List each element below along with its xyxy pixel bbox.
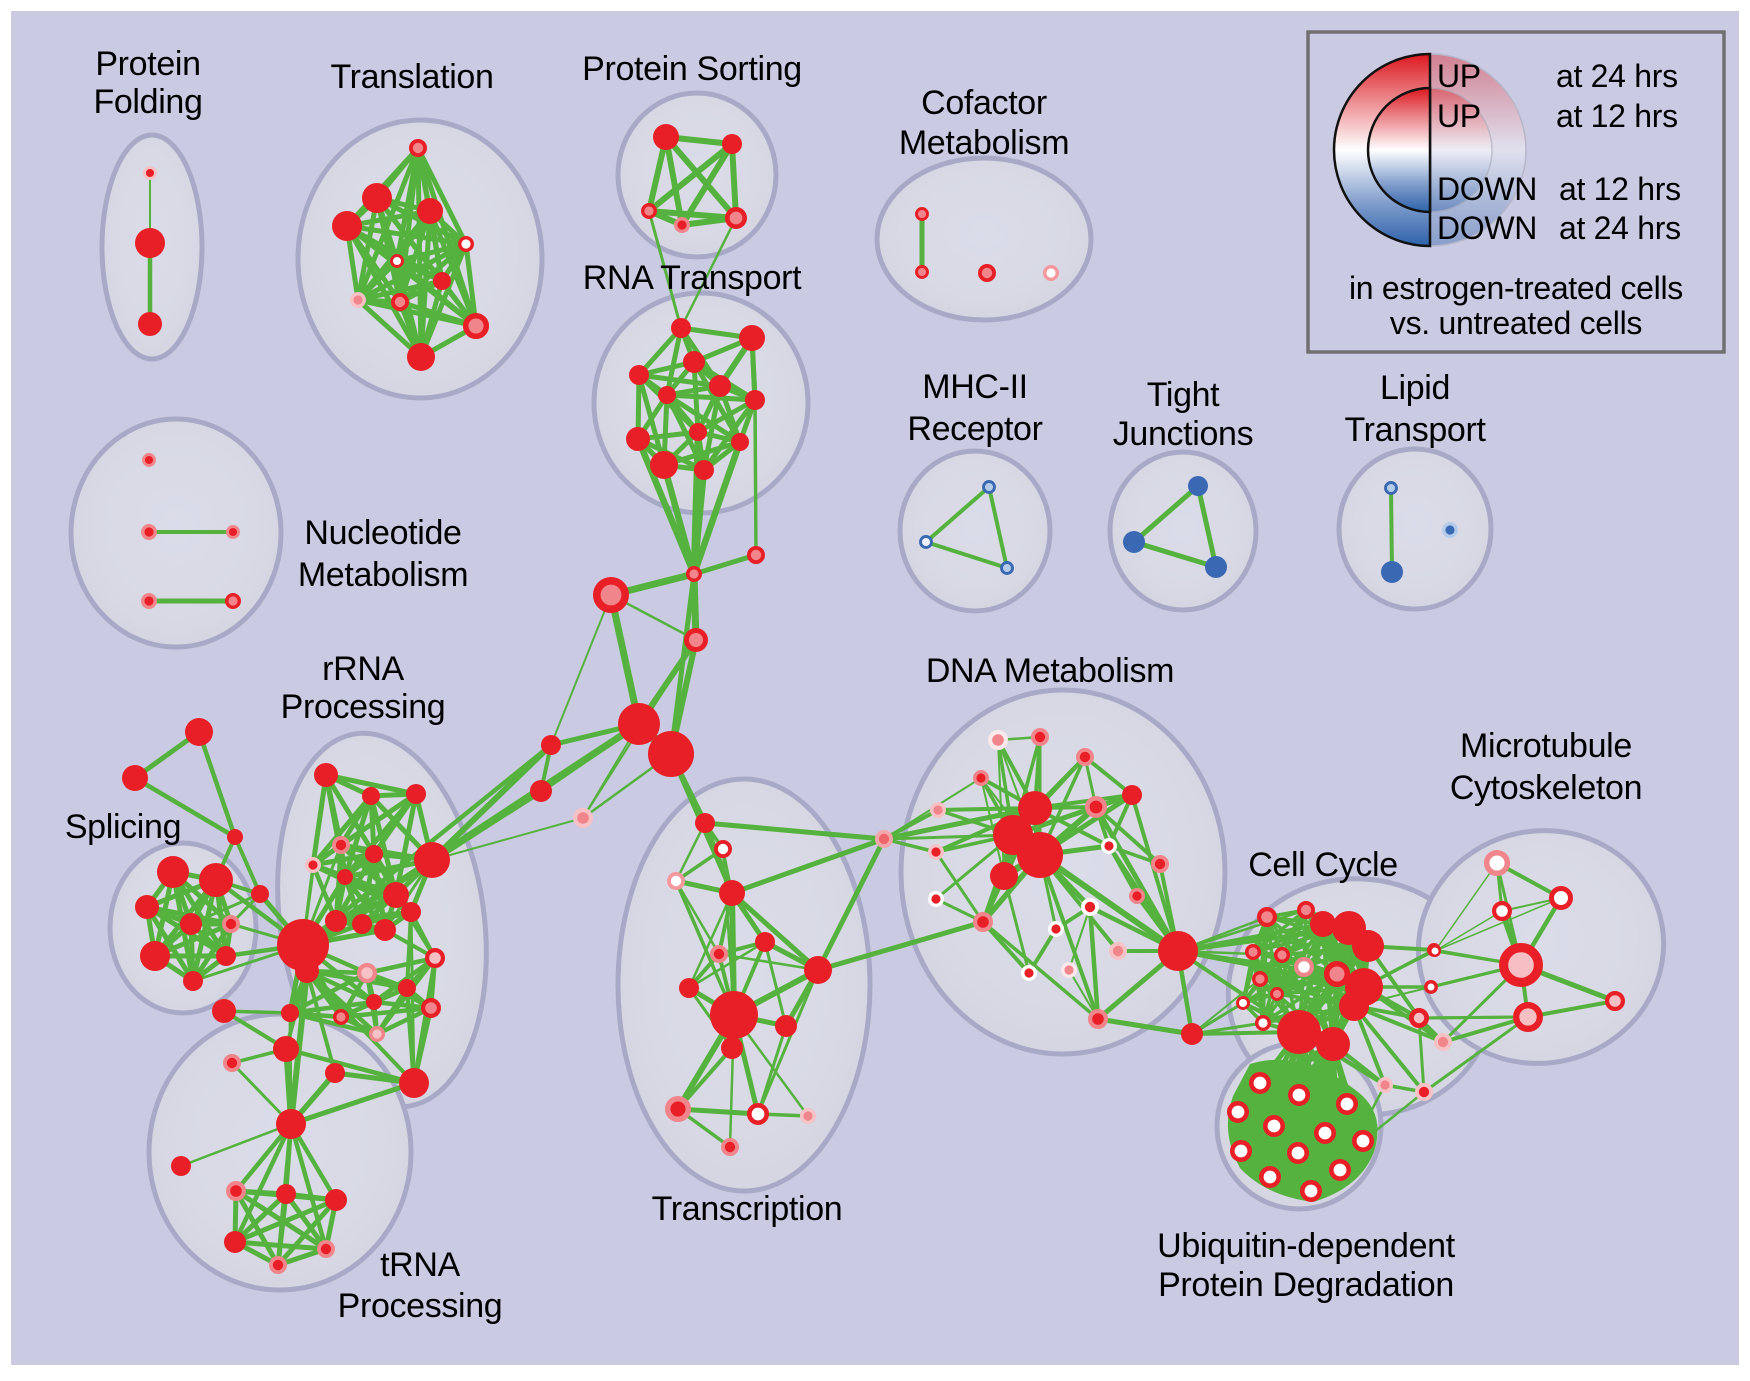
svg-text:Lipid: Lipid [1380, 369, 1450, 407]
svg-text:Transcription: Transcription [652, 1190, 843, 1228]
svg-text:Nucleotide: Nucleotide [304, 514, 461, 552]
svg-text:Cell Cycle: Cell Cycle [1248, 846, 1398, 884]
svg-text:tRNA: tRNA [380, 1246, 461, 1284]
svg-text:Translation: Translation [330, 58, 493, 96]
svg-text:Tight: Tight [1147, 376, 1220, 414]
svg-text:DNA Metabolism: DNA Metabolism [926, 652, 1174, 690]
svg-text:Folding: Folding [93, 83, 202, 121]
svg-text:Transport: Transport [1344, 411, 1486, 449]
svg-text:Metabolism: Metabolism [899, 124, 1069, 162]
svg-text:UP: UP [1437, 98, 1481, 134]
svg-text:at 24 hrs: at 24 hrs [1556, 58, 1678, 94]
svg-text:Microtubule: Microtubule [1460, 727, 1632, 765]
svg-text:Splicing: Splicing [65, 808, 181, 846]
svg-text:at 24 hrs: at 24 hrs [1559, 210, 1681, 246]
svg-text:rRNA: rRNA [322, 650, 404, 688]
svg-text:Protein Degradation: Protein Degradation [1158, 1266, 1454, 1304]
svg-text:at 12 hrs: at 12 hrs [1556, 98, 1678, 134]
svg-text:DOWN: DOWN [1437, 210, 1537, 246]
svg-text:Cytoskeleton: Cytoskeleton [1450, 769, 1642, 807]
svg-text:Processing: Processing [281, 688, 446, 726]
svg-text:Protein: Protein [95, 45, 200, 83]
svg-text:DOWN: DOWN [1437, 171, 1537, 207]
svg-text:Processing: Processing [338, 1287, 503, 1325]
svg-text:Junctions: Junctions [1113, 415, 1254, 453]
svg-text:MHC-II: MHC-II [922, 368, 1028, 406]
svg-text:at 12 hrs: at 12 hrs [1559, 171, 1681, 207]
svg-text:RNA Transport: RNA Transport [583, 259, 802, 297]
svg-text:Protein Sorting: Protein Sorting [582, 50, 802, 88]
svg-text:Receptor: Receptor [907, 410, 1042, 448]
svg-text:Cofactor: Cofactor [921, 84, 1047, 122]
svg-text:in estrogen-treated cells: in estrogen-treated cells [1349, 270, 1683, 306]
svg-text:vs. untreated cells: vs. untreated cells [1390, 305, 1642, 341]
svg-text:Ubiquitin-dependent: Ubiquitin-dependent [1157, 1227, 1456, 1265]
svg-text:UP: UP [1437, 58, 1481, 94]
svg-text:Metabolism: Metabolism [298, 556, 468, 594]
